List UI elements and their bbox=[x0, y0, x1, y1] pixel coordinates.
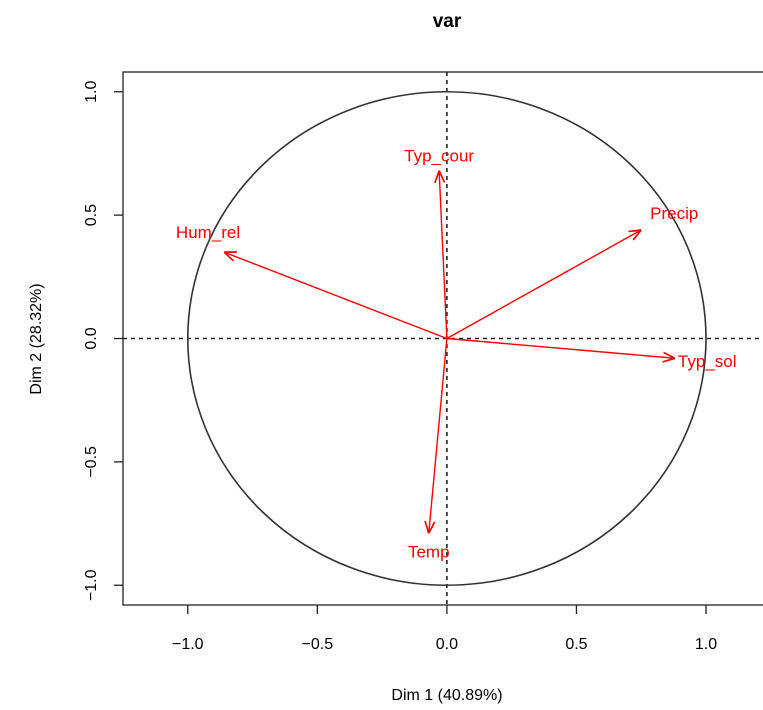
y-tick-label: 0.0 bbox=[83, 327, 100, 349]
variable-arrow bbox=[446, 230, 641, 340]
variable-arrow bbox=[439, 171, 448, 339]
x-axis-title: Dim 1 (40.89%) bbox=[391, 687, 502, 704]
variable-label: Precip bbox=[650, 204, 698, 223]
x-tick-label: 1.0 bbox=[695, 636, 717, 653]
variable-arrow bbox=[446, 337, 675, 359]
y-tick-label: −0.5 bbox=[83, 446, 100, 478]
y-tick-label: −1.0 bbox=[83, 569, 100, 601]
x-tick-label: 0.0 bbox=[436, 636, 458, 653]
variable-label: Temp bbox=[408, 542, 450, 561]
y-axis-title: Dim 2 (28.32%) bbox=[28, 283, 45, 394]
y-tick-label: 0.5 bbox=[83, 204, 100, 226]
variable-label: Typ_sol bbox=[678, 352, 737, 371]
x-tick-label: −0.5 bbox=[302, 636, 334, 653]
variable-label: Hum_rel bbox=[176, 223, 240, 242]
x-tick-label: 0.5 bbox=[565, 636, 587, 653]
variable-arrow bbox=[224, 252, 448, 340]
y-tick-label: 1.0 bbox=[83, 81, 100, 103]
variable-arrow bbox=[429, 338, 448, 534]
plot-area: −1.0 −0.5 0.0 0.5 1.0 −1.0 −0.5 0.0 0.5 1.0 Typ_co… bbox=[83, 71, 763, 653]
correlation-circle bbox=[186, 90, 707, 587]
chart-title: var bbox=[433, 11, 462, 32]
variable-label: Typ_cour bbox=[404, 147, 474, 166]
x-tick-label: −1.0 bbox=[172, 636, 204, 653]
